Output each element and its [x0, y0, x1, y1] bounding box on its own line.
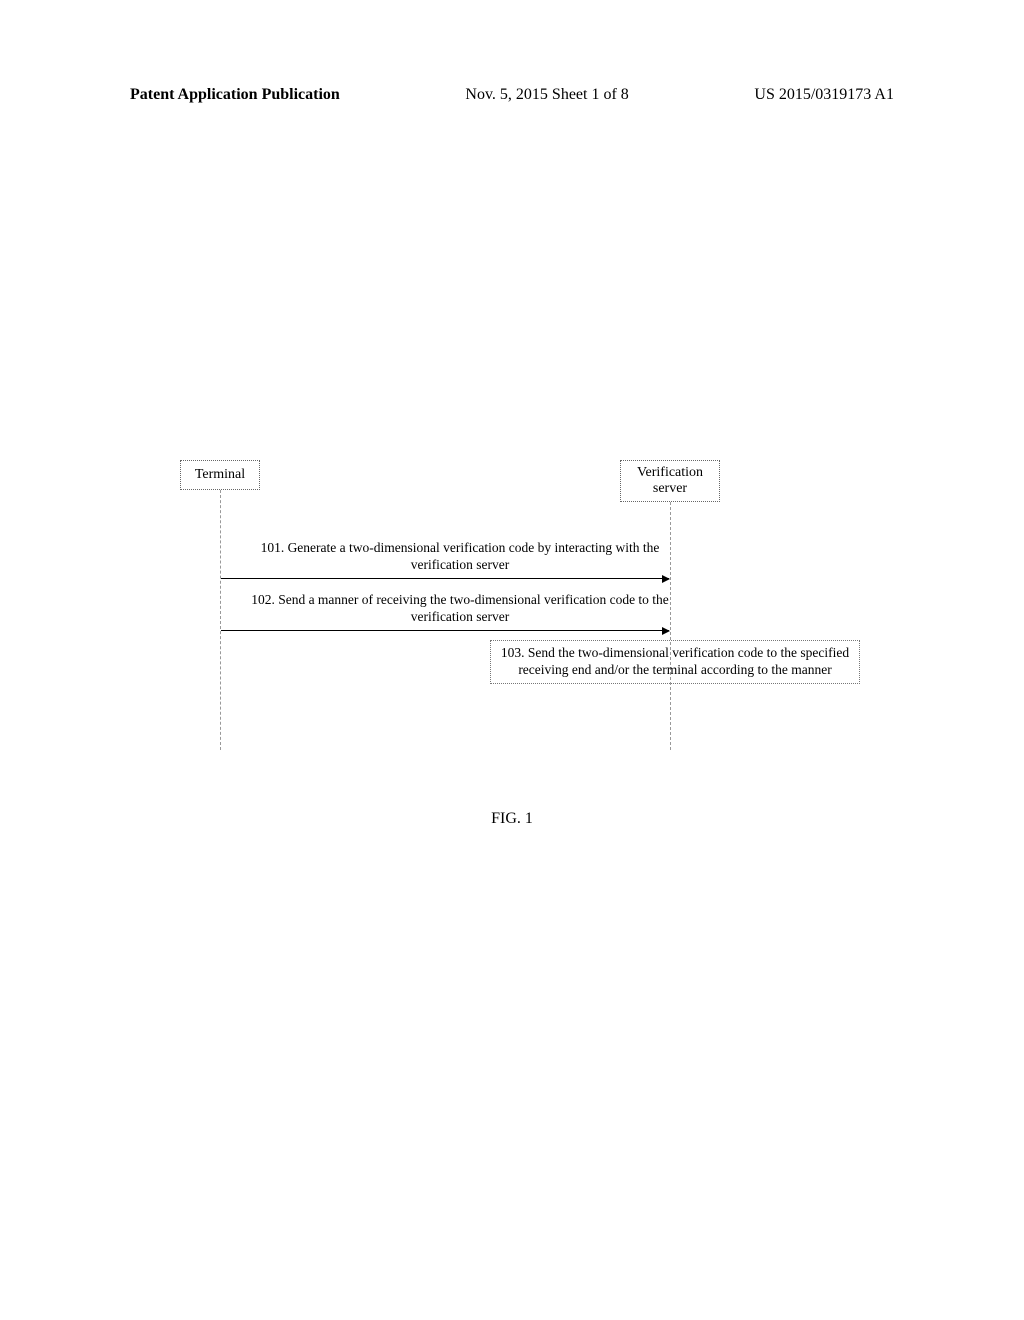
message-label-102: 102. Send a manner of receiving the two-… — [250, 592, 670, 626]
figure-caption: FIG. 1 — [0, 810, 1024, 828]
message-arrow-102 — [221, 630, 669, 631]
lifeline-server — [670, 502, 671, 750]
page-header: Patent Application Publication Nov. 5, 2… — [130, 86, 894, 104]
actor-verification-server: Verification server — [620, 460, 720, 502]
actor-server-label: Verification server — [631, 465, 709, 497]
arrow-head-icon — [662, 627, 670, 635]
header-middle: Nov. 5, 2015 Sheet 1 of 8 — [465, 86, 628, 104]
lifeline-terminal — [220, 490, 221, 750]
process-note-103: 103. Send the two-dimensional verificati… — [490, 640, 860, 684]
process-note-label: 103. Send the two-dimensional verificati… — [501, 645, 849, 677]
actor-terminal: Terminal — [180, 460, 260, 490]
sequence-diagram: Terminal Verification server 101. Genera… — [170, 460, 870, 760]
arrow-head-icon — [662, 575, 670, 583]
header-right: US 2015/0319173 A1 — [754, 86, 894, 104]
page: Patent Application Publication Nov. 5, 2… — [0, 0, 1024, 1320]
header-left: Patent Application Publication — [130, 86, 340, 104]
message-arrow-101 — [221, 578, 669, 579]
actor-terminal-label: Terminal — [195, 467, 245, 483]
message-label-101: 101. Generate a two-dimensional verifica… — [250, 540, 670, 574]
